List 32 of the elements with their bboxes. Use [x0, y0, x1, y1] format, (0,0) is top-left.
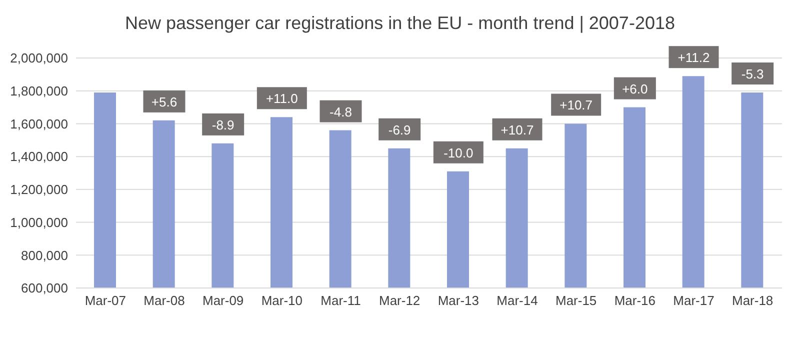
x-tick-label: Mar-12 — [378, 293, 420, 308]
y-tick-label: 1,800,000 — [10, 83, 68, 98]
annotation: -10.0 — [444, 145, 474, 160]
x-tick-label: Mar-08 — [144, 293, 185, 308]
annotation: +10.7 — [500, 122, 534, 138]
chart-title: New passenger car registrations in the EU - month trend | 2007-2018 — [124, 12, 676, 35]
annotation: +10.7 — [560, 98, 593, 113]
annotation: +5.6 — [151, 94, 178, 110]
annotation: -6.9 — [388, 122, 411, 138]
y-tick-label: 600,000 — [21, 280, 68, 296]
annotation: -5.3 — [741, 66, 764, 82]
x-tick-label: Mar-17 — [673, 293, 714, 308]
y-tick-label: 1,200,000 — [10, 182, 68, 198]
y-tick-label: 1,600,000 — [10, 116, 68, 132]
annotation: +6.0 — [622, 81, 648, 96]
x-tick-label: Mar-16 — [614, 293, 656, 308]
y-tick-label: 2,000,000 — [10, 50, 68, 66]
y-tick-label: 1,400,000 — [10, 149, 68, 164]
x-tick-label: Mar-10 — [261, 293, 303, 308]
x-tick-label: Mar-14 — [496, 293, 538, 308]
annotation: -4.8 — [330, 104, 352, 120]
x-tick-label: Mar-07 — [84, 293, 126, 308]
annotation: +11.0 — [266, 91, 298, 106]
x-tick-label: Mar-09 — [202, 293, 244, 308]
y-tick-label: 800,000 — [21, 248, 68, 263]
y-tick-label: 1,000,000 — [10, 214, 68, 230]
annotation: +11.2 — [678, 50, 710, 66]
annotation: -8.9 — [212, 117, 234, 132]
x-tick-label: Mar-11 — [320, 293, 361, 308]
x-tick-label: Mar-13 — [438, 293, 480, 308]
x-tick-label: Mar-18 — [732, 293, 774, 308]
x-tick-label: Mar-15 — [555, 293, 597, 308]
